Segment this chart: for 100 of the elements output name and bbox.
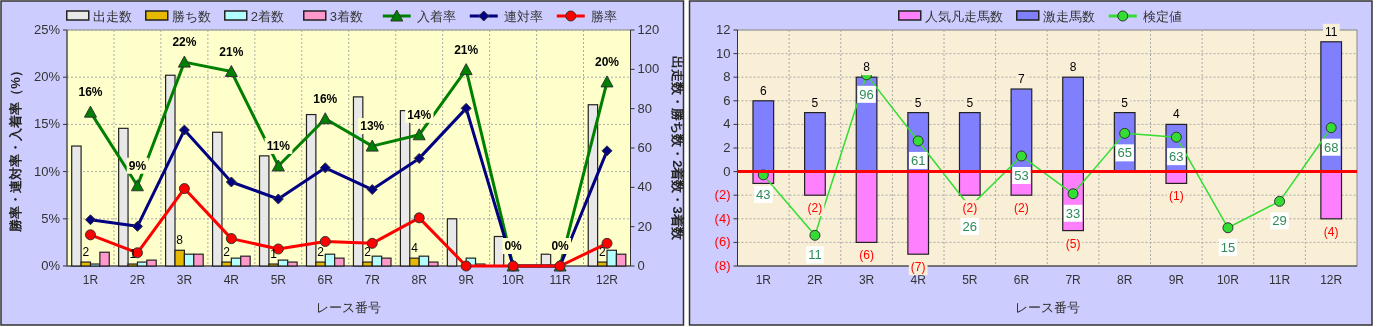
bar xyxy=(804,171,826,196)
point xyxy=(84,229,96,241)
y2-tick-label: 60 xyxy=(637,140,652,155)
legend-label: 人気凡走馬数 xyxy=(924,9,1003,24)
bar xyxy=(1320,171,1343,220)
point xyxy=(177,55,191,68)
data-label: 0% xyxy=(504,239,523,253)
x-tick-label: 1R xyxy=(755,273,772,287)
data-label: 65 xyxy=(1117,145,1132,161)
y-tick-label: 4 xyxy=(723,116,731,132)
point xyxy=(460,260,472,272)
point xyxy=(1325,122,1337,134)
point xyxy=(413,212,425,224)
y-tick-label: (6) xyxy=(714,234,731,250)
data-label: 53 xyxy=(1014,168,1029,184)
y-tick-label: 25% xyxy=(33,22,61,37)
bar xyxy=(1062,76,1084,173)
point xyxy=(600,75,614,88)
x-tick-label: 3R xyxy=(176,273,193,287)
data-label: 4 xyxy=(1172,107,1180,122)
data-label: 7 xyxy=(1018,72,1026,86)
y2-tick-label: 40 xyxy=(637,179,652,195)
bar xyxy=(804,112,826,173)
x-tick-label: 4R xyxy=(223,273,240,287)
data-label: 4 xyxy=(411,241,419,256)
data-label: 5 xyxy=(811,95,819,110)
data-label: 21% xyxy=(219,44,244,59)
data-label: 22% xyxy=(172,35,197,50)
point xyxy=(83,105,97,118)
y-tick-label: (4) xyxy=(714,210,731,226)
y2-tick-label: 120 xyxy=(637,22,660,37)
point xyxy=(1170,131,1182,143)
data-label: (5) xyxy=(1065,236,1081,251)
point xyxy=(460,102,472,114)
y2-tick-label: 100 xyxy=(637,61,660,77)
bar xyxy=(958,171,981,196)
point xyxy=(1119,127,1131,139)
x-tick-label: 7R xyxy=(1065,273,1082,287)
x-tick-label: 10R xyxy=(502,273,525,287)
point xyxy=(1222,222,1234,234)
legend-label: 2着数 xyxy=(250,9,284,24)
legend-label: 3着数 xyxy=(329,9,363,24)
data-label: 2 xyxy=(598,245,606,260)
data-label: 8 xyxy=(863,60,871,75)
y-tick-label: (2) xyxy=(714,187,731,203)
point xyxy=(319,235,331,247)
data-label: 8 xyxy=(1069,60,1077,75)
data-label: (6) xyxy=(859,248,874,263)
x-tick-label: 11R xyxy=(549,273,571,287)
y-axis-title: 勝率・連対率・入着率（%） xyxy=(8,64,23,233)
bar xyxy=(907,171,930,255)
x-tick-label: 8R xyxy=(411,273,428,287)
y-tick-label: 10 xyxy=(716,45,731,61)
point xyxy=(178,183,190,195)
x-tick-label: 9R xyxy=(458,273,475,287)
data-label: 5 xyxy=(1121,95,1129,110)
data-label: (7) xyxy=(910,260,926,275)
data-label: 29 xyxy=(1272,213,1287,229)
data-label: (2) xyxy=(1014,201,1029,216)
point xyxy=(272,193,284,205)
point xyxy=(318,112,332,125)
data-label: 20% xyxy=(595,54,620,69)
x-axis-title: レース番号 xyxy=(316,300,382,315)
y2-axis-title: 出走数・勝ち数・2着数・3着数 xyxy=(669,56,685,241)
data-label: 96 xyxy=(859,86,874,102)
data-label: 11 xyxy=(808,247,822,263)
y-tick-label: 8 xyxy=(723,69,731,85)
point xyxy=(366,184,378,196)
y2-tick-label: 20 xyxy=(637,218,652,234)
y-tick-label: 5% xyxy=(41,210,61,226)
legend-label: 勝ち数 xyxy=(171,9,211,24)
data-label: 0% xyxy=(551,239,570,253)
x-tick-label: 1R xyxy=(82,273,99,287)
y-tick-label: 12 xyxy=(716,22,731,37)
data-label: 1 xyxy=(129,247,137,262)
data-label: 68 xyxy=(1323,139,1339,155)
data-label: 2 xyxy=(223,245,231,260)
data-label: 8 xyxy=(176,233,184,248)
point xyxy=(412,128,426,141)
y-tick-label: 15% xyxy=(33,116,61,132)
point xyxy=(601,145,613,157)
x-tick-label: 5R xyxy=(962,273,978,287)
point xyxy=(912,135,924,147)
data-label: 5 xyxy=(914,95,922,110)
x-tick-label: 4R xyxy=(910,273,927,287)
data-label: 9% xyxy=(128,158,147,173)
data-label: 21% xyxy=(454,42,479,57)
data-label: 11 xyxy=(1324,24,1338,39)
y-tick-label: 2 xyxy=(723,140,731,155)
data-label: 14% xyxy=(407,107,432,122)
data-label: 2 xyxy=(82,245,90,260)
x-tick-label: 7R xyxy=(364,273,381,287)
point xyxy=(1067,188,1079,200)
x-tick-label: 6R xyxy=(1013,273,1030,287)
y-tick-label: 6 xyxy=(723,92,731,108)
data-label: 11% xyxy=(266,138,291,153)
point xyxy=(131,220,143,232)
data-label: 1 xyxy=(270,247,278,262)
point xyxy=(224,65,238,78)
data-label: 63 xyxy=(1169,149,1184,165)
